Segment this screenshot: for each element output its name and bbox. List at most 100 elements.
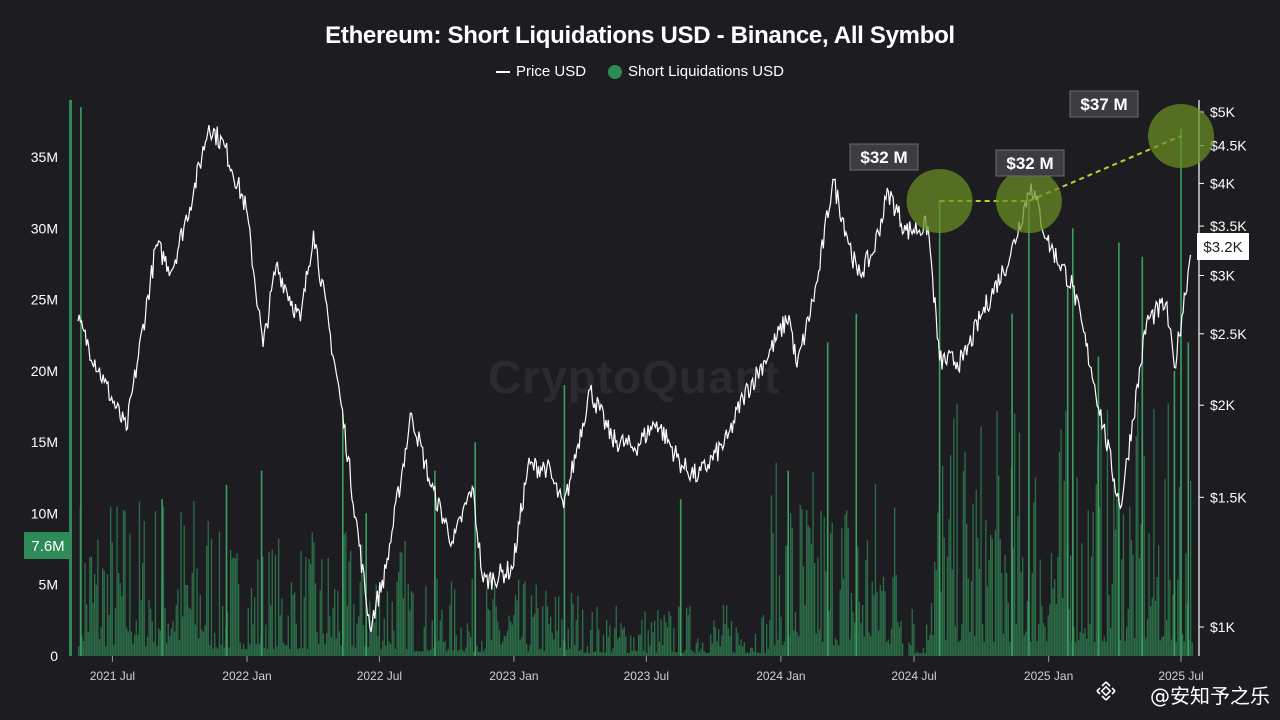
liquidation-bar <box>822 641 824 656</box>
liquidation-bar <box>439 620 441 656</box>
liquidation-bar <box>972 504 974 656</box>
liquidation-bar <box>298 648 301 656</box>
liquidation-bar <box>223 647 225 656</box>
liquidation-bar <box>1122 514 1125 656</box>
liquidation-bar <box>844 514 846 656</box>
liquidation-bar <box>410 590 413 656</box>
liquidation-bar <box>246 649 248 656</box>
left-axis-tick-label: 5M <box>39 577 58 593</box>
liquidation-bar <box>1044 626 1046 656</box>
liquidation-bar <box>1132 554 1134 656</box>
liquidation-bar <box>226 611 229 656</box>
liquidation-bar <box>458 649 461 656</box>
liquidation-bar <box>836 640 838 656</box>
liquidation-bar <box>790 513 792 656</box>
liquidation-bar <box>823 517 825 656</box>
liquidation-bar <box>393 630 395 656</box>
liquidation-bar <box>377 636 379 656</box>
liquidation-bar <box>1185 553 1187 656</box>
liquidation-bar <box>447 648 449 656</box>
liquidation-bar <box>263 648 265 656</box>
liquidation-bar <box>87 631 89 656</box>
liquidation-bar <box>884 591 886 656</box>
liquidation-bar <box>340 645 342 656</box>
liquidation-bar <box>494 583 496 656</box>
liquidation-bar <box>940 591 942 656</box>
liquidation-spike <box>342 413 344 656</box>
liquidation-bar <box>1158 545 1160 656</box>
liquidation-bar <box>318 643 320 656</box>
liquidation-bar <box>303 597 305 656</box>
liquidation-bar <box>146 636 149 656</box>
liquidation-bar <box>406 649 408 656</box>
liquidation-bar <box>497 621 499 656</box>
liquidation-bar <box>586 646 589 656</box>
liquidation-bar <box>100 627 102 656</box>
liquidation-bar <box>623 626 625 656</box>
liquidation-bar <box>212 648 214 656</box>
liquidation-bar <box>1137 402 1139 656</box>
liquidation-bar <box>132 643 134 656</box>
liquidation-bar <box>825 571 827 656</box>
liquidation-bar <box>1087 510 1089 656</box>
liquidation-bar <box>746 652 749 656</box>
liquidation-bar <box>846 510 848 656</box>
liquidation-bar <box>1100 425 1102 656</box>
liquidation-bar <box>220 644 222 656</box>
liquidation-bar <box>889 643 891 656</box>
liquidation-bar <box>649 645 651 656</box>
liquidation-bar <box>148 599 150 656</box>
liquidation-bar <box>775 462 777 656</box>
liquidation-bar <box>239 642 241 656</box>
liquidation-bar <box>572 603 574 656</box>
liquidation-bar <box>535 584 537 656</box>
liquidation-bar <box>1038 624 1040 656</box>
liquidation-bar <box>713 620 715 656</box>
right-axis: $1K $1.5K $2K $2.5K $3K $3.5K $4K $4.5K $5K <box>1198 100 1247 656</box>
liquidation-bar <box>1081 543 1083 656</box>
liquidation-bar <box>625 636 627 656</box>
liquidation-bar <box>990 534 992 656</box>
liquidation-bar <box>198 638 200 656</box>
legend-item-price[interactable]: Price USD <box>496 63 586 80</box>
liquidation-bar <box>511 624 513 656</box>
liquidation-bar <box>614 628 616 656</box>
chart-legend: Price USD Short Liquidations USD <box>0 63 1280 80</box>
liquidation-bar <box>145 646 147 656</box>
liquidation-bar <box>394 648 397 656</box>
liquidation-bar <box>882 576 885 656</box>
liquidation-bar <box>105 646 107 656</box>
liquidation-bar <box>409 610 411 656</box>
x-axis: 2021 Jul 2022 Jan 2022 Jul 2023 Jan 2023 Jul… <box>90 656 1204 683</box>
liquidation-bar <box>748 652 750 656</box>
liquidation-bar <box>124 511 126 656</box>
liquidation-bar <box>86 604 88 656</box>
liquidation-bar <box>210 538 213 656</box>
liquidation-bar <box>418 651 421 656</box>
left-axis-tick-label: 30M <box>31 220 58 236</box>
liquidation-bar <box>599 651 601 656</box>
liquidation-bar <box>321 559 323 656</box>
liquidation-bar <box>172 621 174 656</box>
liquidation-bar <box>978 569 981 656</box>
liquidation-bar <box>710 634 712 656</box>
liquidation-bar <box>1146 619 1149 656</box>
liquidation-bar <box>772 532 774 656</box>
liquidation-spike <box>260 470 263 656</box>
liquidation-bar <box>1127 609 1129 656</box>
liquidation-bar <box>473 651 475 656</box>
liquidation-bar <box>722 605 725 656</box>
liquidation-bar <box>311 532 313 656</box>
liquidation-bar <box>582 609 584 656</box>
liquidation-bar <box>548 624 550 656</box>
liquidation-bar <box>241 649 243 656</box>
legend-item-liquidations[interactable]: Short Liquidations USD <box>608 63 784 80</box>
liquidation-spike <box>1173 370 1176 656</box>
liquidation-bar <box>729 635 731 656</box>
liquidation-bar <box>890 628 893 656</box>
liquidation-spike <box>80 107 82 657</box>
liquidation-bar <box>1175 642 1177 656</box>
liquidation-bar <box>316 631 318 656</box>
liquidation-bar <box>593 651 595 656</box>
liquidation-bar <box>916 651 918 656</box>
